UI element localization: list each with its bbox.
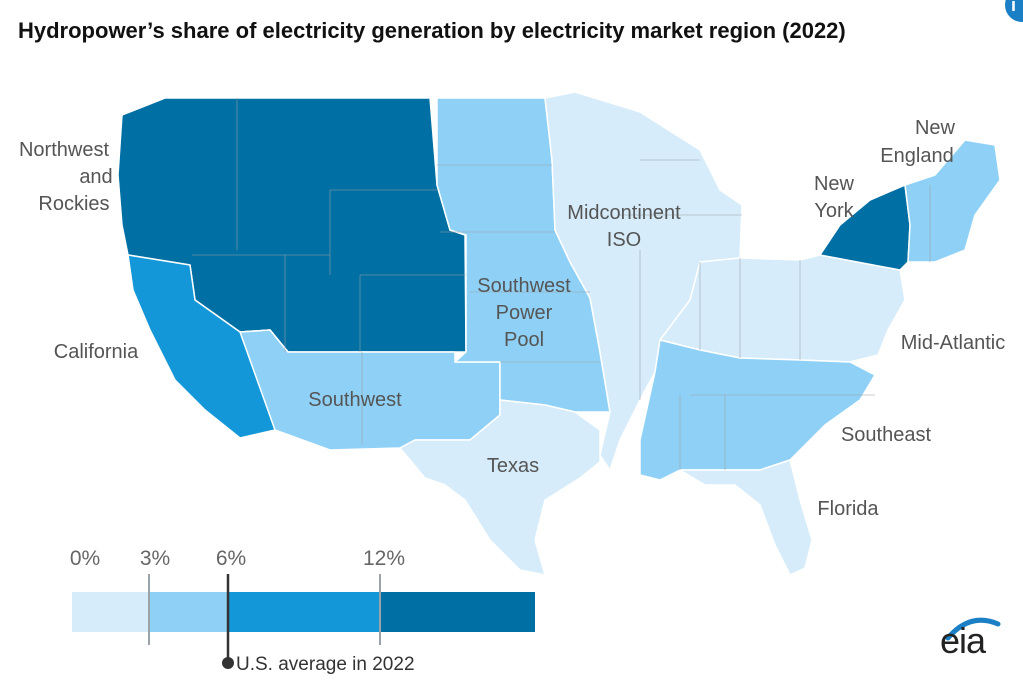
legend-tick-12: 12% — [363, 547, 405, 570]
legend: 0% 3% 6% 12% U.S. average in 2022 — [70, 547, 535, 675]
label-texas: Texas — [487, 455, 539, 477]
label-mid-atlantic: Mid-Atlantic — [901, 332, 1005, 354]
label-spp-line2: Power — [496, 302, 553, 324]
map-title: Hydropower’s share of electricity genera… — [18, 18, 846, 43]
label-northwest-line1: Northwest — [19, 139, 109, 161]
label-florida: Florida — [817, 498, 879, 520]
label-new-york-line1: New — [814, 173, 855, 195]
legend-bin-3-6 — [149, 592, 228, 632]
label-spp-line3: Pool — [504, 329, 544, 351]
label-spp-line1: Southwest — [477, 275, 571, 297]
label-new-york-line2: York — [814, 200, 854, 222]
region-miso[interactable] — [544, 91, 743, 471]
region-labels: Northwest and Rockies California Southwe… — [19, 117, 1005, 520]
label-southeast: Southeast — [841, 424, 932, 446]
logo-text: eia — [940, 620, 986, 661]
average-marker-dot — [222, 657, 234, 669]
label-new-england-line2: England — [880, 145, 953, 167]
label-miso-line2: ISO — [607, 229, 641, 251]
info-icon[interactable]: i — [1005, 0, 1023, 22]
legend-tick-0: 0% — [70, 547, 100, 570]
legend-bin-6-12 — [228, 592, 380, 632]
region-new-york[interactable] — [819, 184, 911, 271]
region-new-england[interactable] — [904, 139, 1001, 263]
legend-tick-6: 6% — [216, 547, 246, 570]
state-borders — [192, 98, 931, 470]
legend-bin-0-3 — [72, 592, 149, 632]
label-miso-line1: Midcontinent — [567, 202, 681, 224]
region-texas[interactable] — [399, 399, 601, 576]
label-northwest-line2: and — [79, 166, 112, 188]
legend-bin-12-plus — [380, 592, 535, 632]
legend-tick-3: 3% — [140, 547, 170, 570]
eia-logo: eia — [940, 612, 1004, 662]
logo-swoosh-icon — [945, 617, 1001, 641]
region-southeast[interactable] — [639, 339, 876, 481]
label-northwest-line3: Rockies — [38, 193, 109, 215]
label-new-england-line1: New — [915, 117, 956, 139]
label-southwest: Southwest — [308, 389, 402, 411]
region-florida[interactable] — [679, 459, 813, 576]
average-label: U.S. average in 2022 — [236, 654, 415, 675]
label-california: California — [54, 341, 139, 363]
